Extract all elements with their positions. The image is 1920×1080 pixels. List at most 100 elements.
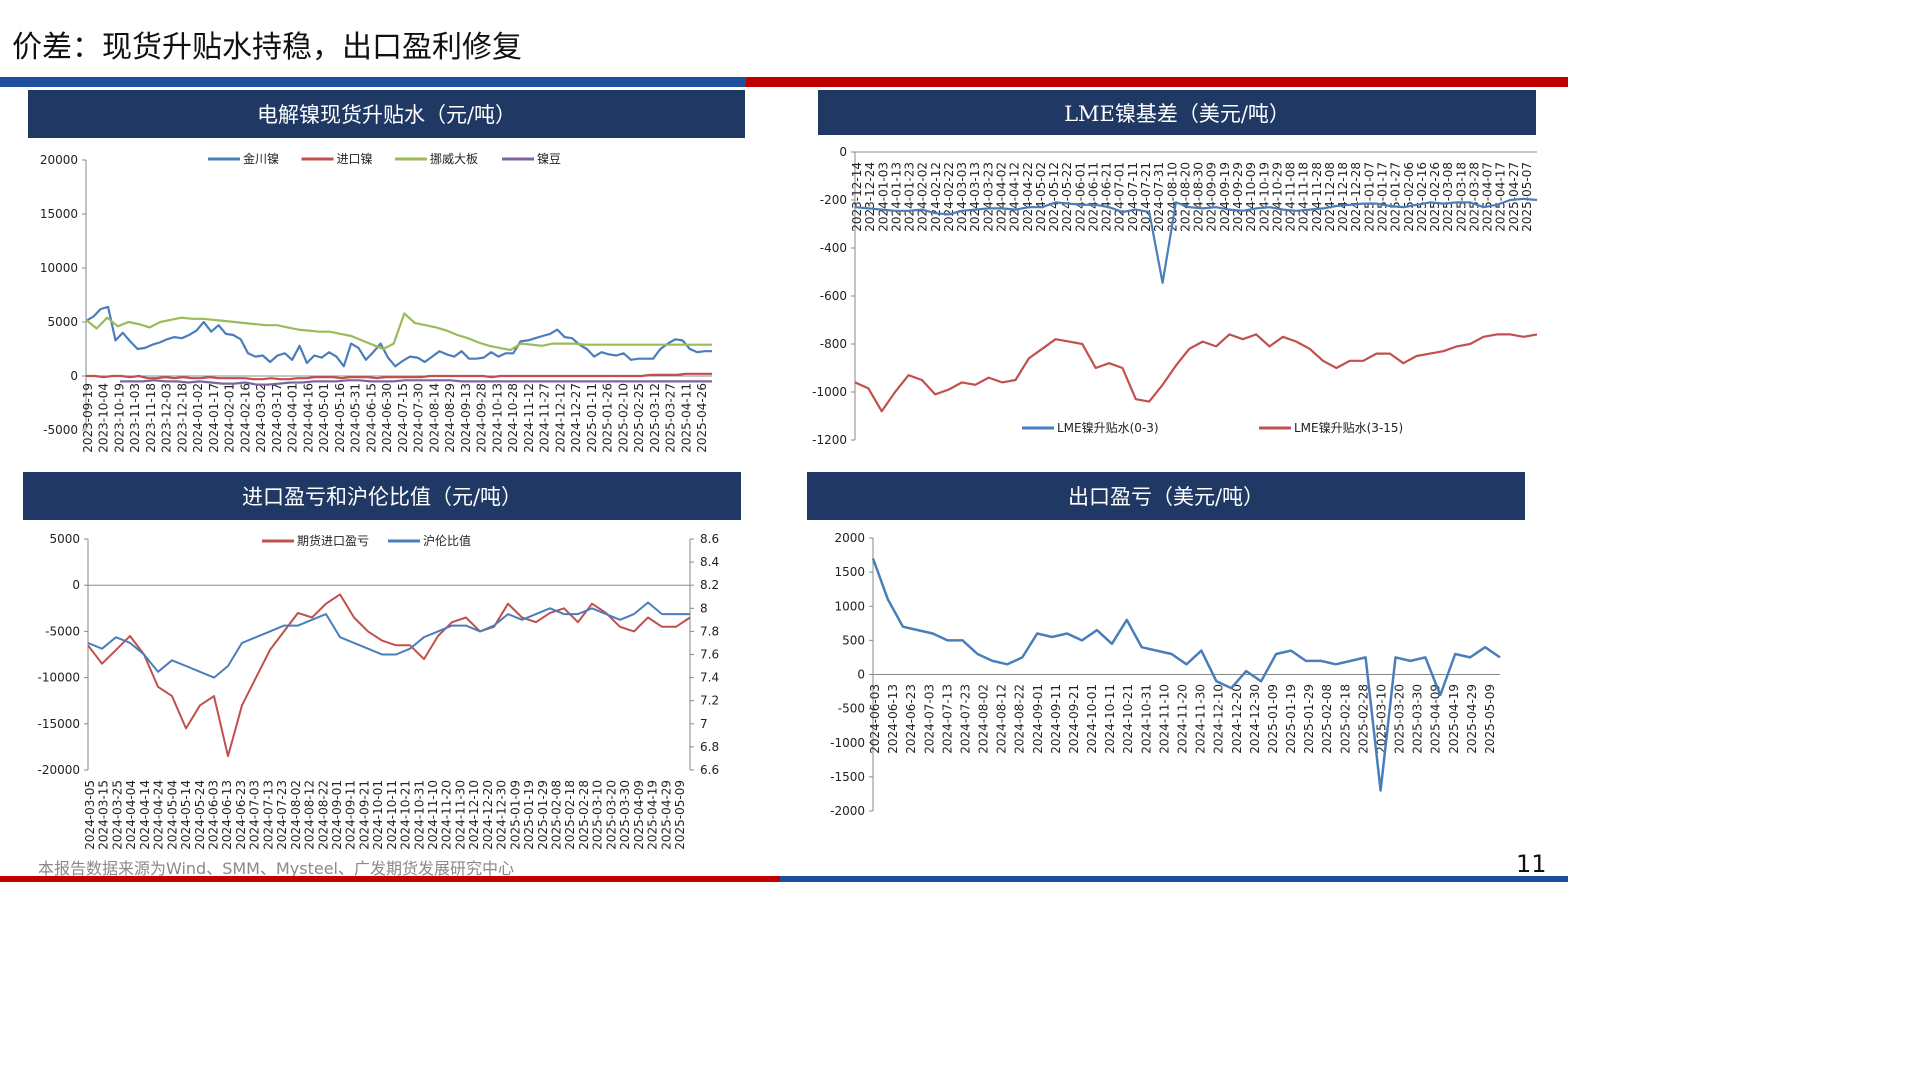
header-divider-blue bbox=[0, 77, 746, 87]
legend-label: 沪伦比值 bbox=[423, 533, 471, 548]
y-tick-label: -5000 bbox=[45, 624, 80, 638]
x-tick-label: 2024-06-30 bbox=[380, 383, 394, 453]
series-line bbox=[854, 197, 1538, 284]
x-tick-label: 2023-12-14 bbox=[850, 162, 864, 232]
x-tick-label: 2025-02-08 bbox=[1320, 684, 1334, 754]
x-tick-label: 2024-10-13 bbox=[490, 383, 504, 453]
x-tick-label: 2024-05-04 bbox=[165, 780, 179, 850]
x-tick-label: 2023-12-24 bbox=[863, 162, 877, 232]
x-tick-label: 2024-03-05 bbox=[83, 780, 97, 850]
series-line bbox=[87, 593, 691, 758]
x-tick-label: 2024-09-13 bbox=[459, 383, 473, 453]
x-tick-label: 2024-04-14 bbox=[138, 780, 152, 850]
x-tick-label: 2025-02-28 bbox=[577, 780, 591, 850]
x-tick-label: 2025-01-19 bbox=[1284, 684, 1298, 754]
x-tick-label: 2025-04-19 bbox=[646, 780, 660, 850]
x-tick-label: 2024-05-24 bbox=[193, 780, 207, 850]
y2-tick-label: 8.6 bbox=[700, 532, 719, 546]
x-tick-label: 2025-01-17 bbox=[1375, 162, 1389, 232]
x-tick-label: 2024-06-13 bbox=[886, 684, 900, 754]
x-tick-label: 2024-10-01 bbox=[371, 780, 385, 850]
x-tick-label: 2024-12-08 bbox=[1323, 162, 1337, 232]
x-tick-label: 2025-01-07 bbox=[1362, 162, 1376, 232]
x-tick-label: 2024-11-28 bbox=[1310, 162, 1324, 232]
x-tick-label: 2025-05-09 bbox=[1483, 684, 1497, 754]
x-tick-label: 2025-03-30 bbox=[1411, 684, 1425, 754]
x-tick-label: 2024-11-10 bbox=[426, 780, 440, 850]
y2-tick-label: 7.8 bbox=[700, 624, 719, 638]
legend-label: LME镍升贴水(0-3) bbox=[1057, 421, 1159, 435]
x-tick-label: 2023-11-18 bbox=[144, 383, 158, 453]
x-tick-label: 2025-01-29 bbox=[536, 780, 550, 850]
x-tick-label: 2024-01-13 bbox=[889, 162, 903, 232]
y-tick-label: 0 bbox=[72, 578, 80, 592]
x-tick-label: 2024-10-01 bbox=[1085, 684, 1099, 754]
x-tick-label: 2025-02-10 bbox=[616, 383, 630, 453]
y-tick-label: -800 bbox=[820, 337, 847, 351]
x-tick-label: 2024-09-28 bbox=[475, 383, 489, 453]
x-tick-label: 2024-09-11 bbox=[344, 780, 358, 850]
x-tick-label: 2024-09-01 bbox=[330, 780, 344, 850]
x-tick-label: 2024-10-28 bbox=[506, 383, 520, 453]
x-tick-label: 2025-02-18 bbox=[563, 780, 577, 850]
x-tick-label: 2024-09-29 bbox=[1231, 162, 1245, 232]
x-tick-label: 2024-11-10 bbox=[1157, 684, 1171, 754]
y-tick-label: -2000 bbox=[830, 804, 865, 818]
legend-label: LME镍升贴水(3-15) bbox=[1294, 421, 1403, 435]
y-tick-label: -400 bbox=[820, 241, 847, 255]
x-tick-label: 2024-08-14 bbox=[427, 383, 441, 453]
x-tick-label: 2024-09-19 bbox=[1218, 162, 1232, 232]
x-tick-label: 2024-10-19 bbox=[1257, 162, 1271, 232]
x-tick-label: 2025-03-27 bbox=[664, 383, 678, 453]
x-tick-label: 2024-07-31 bbox=[1152, 162, 1166, 232]
x-tick-label: 2024-06-23 bbox=[904, 684, 918, 754]
page-number: 11 bbox=[1516, 850, 1547, 878]
x-tick-label: 2024-10-31 bbox=[1139, 684, 1153, 754]
x-tick-label: 2024-08-12 bbox=[995, 684, 1009, 754]
x-tick-label: 2024-03-02 bbox=[254, 383, 268, 453]
x-tick-label: 2024-07-13 bbox=[261, 780, 275, 850]
y-tick-label: -1500 bbox=[830, 770, 865, 784]
x-tick-label: 2025-03-10 bbox=[591, 780, 605, 850]
y-tick-label: 20000 bbox=[40, 153, 78, 167]
x-tick-label: 2024-08-22 bbox=[316, 780, 330, 850]
x-tick-label: 2024-10-11 bbox=[1103, 684, 1117, 754]
y-tick-label: -15000 bbox=[37, 717, 80, 731]
x-tick-label: 2025-03-20 bbox=[1393, 684, 1407, 754]
x-tick-label: 2024-12-18 bbox=[1336, 162, 1350, 232]
x-tick-label: 2025-02-25 bbox=[632, 383, 646, 453]
footer-divider-blue bbox=[780, 876, 1568, 882]
x-tick-label: 2024-01-02 bbox=[191, 383, 205, 453]
y2-tick-label: 7.2 bbox=[700, 694, 719, 708]
x-tick-label: 2024-11-30 bbox=[1194, 684, 1208, 754]
y2-tick-label: 8.2 bbox=[700, 578, 719, 592]
x-tick-label: 2023-12-03 bbox=[160, 383, 174, 453]
x-tick-label: 2024-03-25 bbox=[110, 780, 124, 850]
x-tick-label: 2024-04-04 bbox=[124, 780, 138, 850]
y2-tick-label: 7.4 bbox=[700, 671, 719, 685]
x-tick-label: 2024-04-02 bbox=[995, 162, 1009, 232]
y2-tick-label: 6.8 bbox=[700, 740, 719, 754]
y-tick-label: -1200 bbox=[812, 433, 847, 447]
x-tick-label: 2025-04-29 bbox=[659, 780, 673, 850]
x-tick-label: 2024-10-21 bbox=[399, 780, 413, 850]
x-tick-label: 2024-01-03 bbox=[876, 162, 890, 232]
x-tick-label: 2024-01-17 bbox=[207, 383, 221, 453]
x-tick-label: 2024-07-13 bbox=[940, 684, 954, 754]
x-tick-label: 2025-01-09 bbox=[508, 780, 522, 850]
x-tick-label: 2024-05-31 bbox=[349, 383, 363, 453]
x-tick-label: 2024-03-03 bbox=[955, 162, 969, 232]
x-tick-label: 2024-04-16 bbox=[301, 383, 315, 453]
x-tick-label: 2024-03-17 bbox=[270, 383, 284, 453]
x-tick-label: 2024-08-20 bbox=[1178, 162, 1192, 232]
x-tick-label: 2024-03-23 bbox=[981, 162, 995, 232]
x-tick-label: 2023-10-04 bbox=[97, 383, 111, 453]
series-line bbox=[87, 601, 690, 679]
x-tick-label: 2024-10-09 bbox=[1244, 162, 1258, 232]
x-tick-label: 2025-02-26 bbox=[1428, 162, 1442, 232]
x-tick-label: 2024-08-02 bbox=[289, 780, 303, 850]
y-tick-label: 0 bbox=[839, 145, 847, 159]
x-tick-label: 2024-04-22 bbox=[1021, 162, 1035, 232]
x-tick-label: 2025-01-29 bbox=[1302, 684, 1316, 754]
